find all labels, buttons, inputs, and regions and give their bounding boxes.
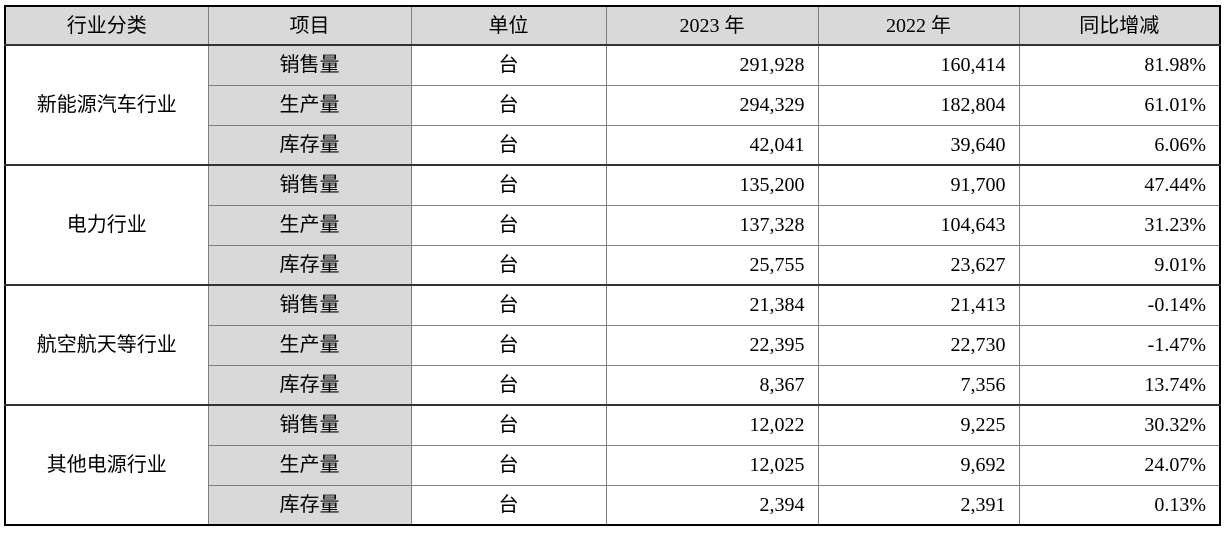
- item-cell: 销售量: [207, 284, 412, 326]
- item-cell: 销售量: [207, 164, 412, 206]
- item-cell: 生产量: [207, 84, 412, 126]
- item-cell: 库存量: [207, 484, 412, 526]
- table-row: 生产量 台 137,328 104,643 31.23%: [5, 204, 1221, 246]
- table-header: 行业分类 项目 单位 2023 年 2022 年 同比增减: [4, 5, 1221, 46]
- table-row: 新能源汽车行业 销售量 台 291,928 160,414 81.98%: [4, 44, 1221, 166]
- value-2022-cell: 7,356: [817, 364, 1020, 406]
- unit-cell: 台: [410, 484, 607, 526]
- item-cell: 库存量: [207, 244, 412, 286]
- value-2023-cell: 135,200: [605, 164, 819, 206]
- value-2023-cell: 291,928: [605, 44, 819, 86]
- value-2023-cell: 294,329: [605, 84, 819, 126]
- item-cell: 生产量: [207, 324, 412, 366]
- column-header-unit: 单位: [410, 5, 607, 46]
- unit-cell: 台: [410, 364, 607, 406]
- yoy-cell: -0.14%: [1018, 284, 1221, 326]
- column-header-2022: 2022 年: [817, 5, 1020, 46]
- yoy-cell: 31.23%: [1018, 204, 1221, 246]
- value-2022-cell: 182,804: [817, 84, 1020, 126]
- value-2023-cell: 22,395: [605, 324, 819, 366]
- column-header-2023: 2023 年: [605, 5, 819, 46]
- industry-cell-power: 电力行业: [4, 164, 209, 286]
- table-row: 航空航天等行业 销售量 台 21,384 21,413 -0.14%: [4, 284, 1221, 406]
- yoy-cell: 13.74%: [1018, 364, 1221, 406]
- header-row: 行业分类 项目 单位 2023 年 2022 年 同比增减: [4, 5, 1221, 46]
- table-row: 其他电源行业 销售量 台 12,022 9,225 30.32%: [4, 404, 1221, 526]
- yoy-cell: -1.47%: [1018, 324, 1221, 366]
- column-header-item: 项目: [207, 5, 412, 46]
- item-cell: 销售量: [207, 44, 412, 86]
- yoy-cell: 6.06%: [1018, 124, 1221, 166]
- yoy-cell: 24.07%: [1018, 444, 1221, 486]
- value-2022-cell: 22,730: [817, 324, 1020, 366]
- yoy-cell: 9.01%: [1018, 244, 1221, 286]
- value-2023-cell: 42,041: [605, 124, 819, 166]
- table-row: 库存量 台 25,755 23,627 9.01%: [5, 244, 1221, 286]
- item-cell: 生产量: [207, 444, 412, 486]
- value-2022-cell: 91,700: [817, 164, 1020, 206]
- unit-cell: 台: [410, 164, 607, 206]
- unit-cell: 台: [410, 244, 607, 286]
- value-2023-cell: 25,755: [605, 244, 819, 286]
- unit-cell: 台: [410, 324, 607, 366]
- value-2023-cell: 21,384: [605, 284, 819, 326]
- yoy-cell: 81.98%: [1018, 44, 1221, 86]
- column-header-industry: 行业分类: [4, 5, 209, 46]
- value-2023-cell: 8,367: [605, 364, 819, 406]
- yoy-cell: 61.01%: [1018, 84, 1221, 126]
- item-cell: 库存量: [207, 124, 412, 166]
- unit-cell: 台: [410, 84, 607, 126]
- table-row: 生产量 台 294,329 182,804 61.01%: [5, 84, 1221, 126]
- yoy-cell: 47.44%: [1018, 164, 1221, 206]
- industry-cell-other-power: 其他电源行业: [4, 404, 209, 526]
- table-row: 库存量 台 2,394 2,391 0.13%: [5, 484, 1221, 526]
- value-2022-cell: 39,640: [817, 124, 1020, 166]
- unit-cell: 台: [410, 444, 607, 486]
- yoy-cell: 30.32%: [1018, 404, 1221, 446]
- unit-cell: 台: [410, 404, 607, 446]
- table-row: 生产量 台 12,025 9,692 24.07%: [5, 444, 1221, 486]
- value-2023-cell: 12,025: [605, 444, 819, 486]
- table-row: 电力行业 销售量 台 135,200 91,700 47.44%: [4, 164, 1221, 286]
- table-row: 库存量 台 8,367 7,356 13.74%: [5, 364, 1221, 406]
- value-2022-cell: 9,692: [817, 444, 1020, 486]
- yoy-cell: 0.13%: [1018, 484, 1221, 526]
- unit-cell: 台: [410, 124, 607, 166]
- unit-cell: 台: [410, 284, 607, 326]
- value-2022-cell: 104,643: [817, 204, 1020, 246]
- value-2022-cell: 160,414: [817, 44, 1020, 86]
- industry-cell-nev: 新能源汽车行业: [4, 44, 209, 166]
- table-row: 库存量 台 42,041 39,640 6.06%: [5, 124, 1221, 166]
- value-2022-cell: 2,391: [817, 484, 1020, 526]
- value-2022-cell: 21,413: [817, 284, 1020, 326]
- unit-cell: 台: [410, 44, 607, 86]
- industry-cell-aerospace: 航空航天等行业: [4, 284, 209, 406]
- industry-production-sales-table: 行业分类 项目 单位 2023 年 2022 年 同比增减 新能源汽车行业 销售…: [4, 5, 1221, 526]
- table-body: 新能源汽车行业 销售量 台 291,928 160,414 81.98% 生产量…: [4, 44, 1221, 526]
- value-2023-cell: 2,394: [605, 484, 819, 526]
- value-2022-cell: 23,627: [817, 244, 1020, 286]
- item-cell: 库存量: [207, 364, 412, 406]
- item-cell: 销售量: [207, 404, 412, 446]
- value-2023-cell: 137,328: [605, 204, 819, 246]
- table-row: 生产量 台 22,395 22,730 -1.47%: [5, 324, 1221, 366]
- value-2022-cell: 9,225: [817, 404, 1020, 446]
- column-header-yoy: 同比增减: [1018, 5, 1221, 46]
- unit-cell: 台: [410, 204, 607, 246]
- item-cell: 生产量: [207, 204, 412, 246]
- value-2023-cell: 12,022: [605, 404, 819, 446]
